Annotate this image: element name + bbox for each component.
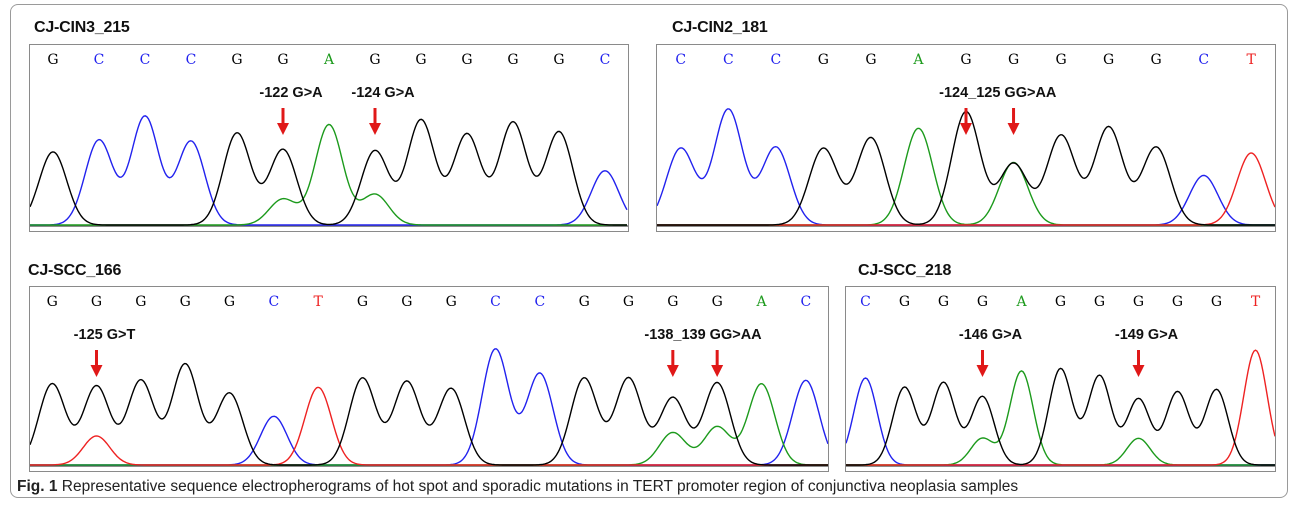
base-call-C-5: C — [268, 294, 279, 310]
figure-caption: Fig. 1 Representative sequence electroph… — [17, 478, 1018, 496]
figure-frame — [10, 4, 1288, 498]
base-call-T-6: T — [313, 294, 323, 310]
mutation-label-0: -122 G>A — [259, 85, 323, 101]
base-call-C-17: C — [800, 294, 811, 310]
trace-C — [30, 348, 828, 466]
trace-A — [30, 123, 627, 226]
trace-T — [846, 349, 1275, 466]
base-call-C-0: C — [675, 52, 686, 68]
base-call-G-7: G — [1133, 294, 1144, 310]
base-call-A-4: A — [1015, 294, 1027, 310]
base-call-G-4: G — [865, 52, 876, 68]
base-call-G-11: G — [553, 52, 564, 68]
base-call-G-9: G — [1103, 52, 1114, 68]
base-call-G-12: G — [579, 294, 590, 310]
base-call-C-1: C — [94, 52, 105, 68]
base-call-G-9: G — [461, 52, 472, 68]
base-call-G-5: G — [277, 52, 288, 68]
base-call-C-1: C — [723, 52, 734, 68]
trace-canvas: G G G G G C T G G G C C G G G G A C -125 G>T -138_139 GG>AA — [30, 294, 828, 467]
mutation-arrow-1-0 — [1132, 350, 1145, 377]
base-call-G-6: G — [960, 52, 971, 68]
trace-canvas: G C C C G G A G G G G G C -122 G>A -124 G>A — [30, 52, 628, 227]
base-call-G-1: G — [899, 294, 910, 310]
base-call-G-13: G — [623, 294, 634, 310]
electropherogram-scc-166: G G G G G C T G G G C C G G G G A C -125 G>T -138_139 GG>AA — [29, 286, 829, 472]
trace-C — [30, 115, 628, 226]
base-call-C-0: C — [860, 294, 871, 310]
base-call-G-0: G — [47, 52, 58, 68]
base-call-G-0: G — [47, 294, 58, 310]
base-call-G-2: G — [135, 294, 146, 310]
trace-canvas: C G G G A G G G G G T -146 G>A -149 G>A — [846, 294, 1275, 467]
trace-T — [657, 152, 1275, 226]
base-call-G-1: G — [91, 294, 102, 310]
mutation-arrow-0-0 — [960, 108, 972, 135]
base-call-G-6: G — [1094, 294, 1105, 310]
mutation-arrow-0-0 — [90, 350, 103, 377]
trace-G — [30, 118, 627, 226]
base-call-C-3: C — [186, 52, 197, 68]
base-call-T-12: T — [1247, 52, 1257, 68]
base-call-G-5: G — [1055, 294, 1066, 310]
base-call-G-2: G — [938, 294, 949, 310]
base-call-G-15: G — [712, 294, 723, 310]
base-call-C-10: C — [490, 294, 501, 310]
caption-text: Representative sequence electropherogram… — [57, 478, 1019, 495]
base-call-C-11: C — [534, 294, 545, 310]
base-call-G-4: G — [231, 52, 242, 68]
mutation-arrow-1-0 — [369, 108, 381, 135]
mutation-arrow-0-1 — [1007, 108, 1020, 135]
mutation-arrow-1-1 — [711, 350, 724, 377]
mutation-label-1: -149 G>A — [1115, 327, 1179, 343]
mutation-label-0: -124_125 GG>AA — [939, 85, 1057, 101]
panel-title-scc-166: CJ-SCC_166 — [28, 262, 122, 279]
base-call-G-7: G — [357, 294, 368, 310]
panel-title-cin3-215: CJ-CIN3_215 — [34, 19, 130, 36]
figure-label: Fig. 1 — [17, 478, 58, 495]
base-call-G-7: G — [369, 52, 380, 68]
base-call-G-3: G — [977, 294, 988, 310]
trace-A — [846, 370, 1275, 466]
base-call-G-8: G — [1172, 294, 1183, 310]
base-call-G-3: G — [818, 52, 829, 68]
trace-G — [30, 362, 828, 466]
mutation-label-1: -124 G>A — [351, 85, 415, 101]
base-call-G-14: G — [667, 294, 678, 310]
base-call-C-12: C — [600, 52, 611, 68]
base-call-G-10: G — [507, 52, 518, 68]
panel-title-scc-218: CJ-SCC_218 — [858, 262, 952, 279]
base-call-G-7: G — [1008, 52, 1019, 68]
electropherogram-scc-218: C G G G A G G G G G T -146 G>A -149 G>A — [845, 286, 1276, 472]
panel-title-cin2-181: CJ-CIN2_181 — [672, 19, 768, 36]
trace-canvas: C C C G G A G G G G G C T -124_125 GG>AA — [657, 52, 1275, 227]
mutation-label-0: -146 G>A — [959, 327, 1023, 343]
trace-G — [846, 367, 1275, 466]
electropherogram-cin3-215: G C C C G G A G G G G G C -122 G>A -124 G>A — [29, 44, 629, 232]
base-call-G-4: G — [224, 294, 235, 310]
base-call-C-2: C — [140, 52, 151, 68]
mutation-label-0: -125 G>T — [74, 327, 136, 343]
base-call-A-5: A — [912, 52, 924, 68]
base-call-G-9: G — [446, 294, 457, 310]
base-call-C-11: C — [1198, 52, 1209, 68]
mutation-arrow-0-0 — [976, 350, 989, 377]
base-call-G-9: G — [1211, 294, 1222, 310]
mutation-arrow-0-0 — [277, 108, 289, 135]
mutation-label-1: -138_139 GG>AA — [644, 327, 762, 343]
electropherogram-cin2-181: C C C G G A G G G G G C T -124_125 GG>AA — [656, 44, 1276, 232]
trace-C — [846, 377, 1275, 466]
base-call-G-8: G — [401, 294, 412, 310]
base-call-A-6: A — [323, 52, 335, 68]
base-call-G-8: G — [415, 52, 426, 68]
base-call-G-3: G — [180, 294, 191, 310]
trace-T — [30, 386, 828, 466]
base-call-A-16: A — [755, 294, 767, 310]
mutation-arrow-1-0 — [666, 350, 679, 377]
base-call-G-10: G — [1151, 52, 1162, 68]
base-call-C-2: C — [770, 52, 781, 68]
base-call-T-10: T — [1251, 294, 1261, 310]
base-call-G-8: G — [1055, 52, 1066, 68]
